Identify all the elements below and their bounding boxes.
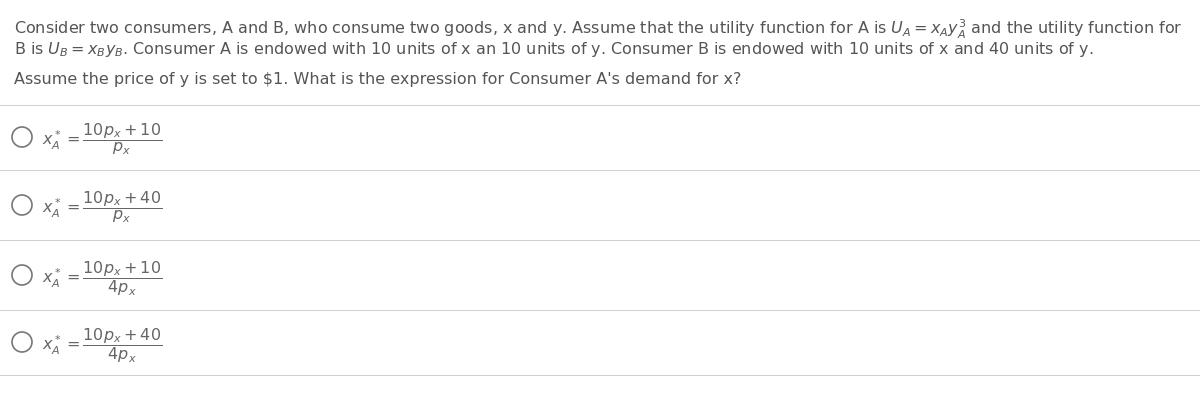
Text: $x^*_A = \dfrac{10p_x+40}{p_x}$: $x^*_A = \dfrac{10p_x+40}{p_x}$: [42, 189, 162, 225]
Text: $x^*_A = \dfrac{10p_x+10}{p_x}$: $x^*_A = \dfrac{10p_x+10}{p_x}$: [42, 121, 162, 157]
Text: $x^*_A = \dfrac{10p_x+40}{4p_x}$: $x^*_A = \dfrac{10p_x+40}{4p_x}$: [42, 326, 162, 365]
Text: Consider two consumers, A and B, who consume two goods, x and y. Assume that the: Consider two consumers, A and B, who con…: [14, 18, 1182, 41]
Text: Assume the price of y is set to $1. What is the expression for Consumer A's dema: Assume the price of y is set to $1. What…: [14, 72, 742, 87]
Text: $x^*_A = \dfrac{10p_x+10}{4p_x}$: $x^*_A = \dfrac{10p_x+10}{4p_x}$: [42, 259, 162, 298]
Text: B is $U_B = x_B y_B$. Consumer A is endowed with 10 units of x an 10 units of y.: B is $U_B = x_B y_B$. Consumer A is endo…: [14, 40, 1093, 59]
